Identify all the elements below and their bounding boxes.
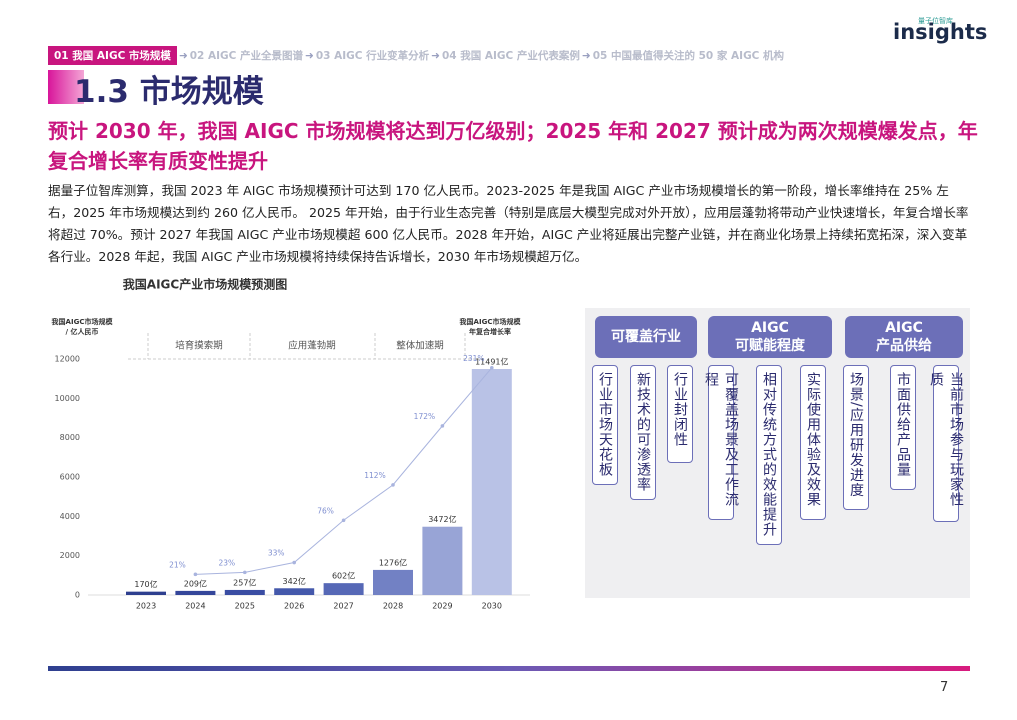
data-label: 257亿 — [233, 577, 256, 587]
growth-point — [391, 483, 395, 487]
factor-item: 新技术的可渗透率 — [630, 365, 656, 500]
bar — [224, 589, 265, 595]
y-tick-label: 12000 — [55, 355, 80, 364]
headline: 预计 2030 年，我国 AIGC 市场规模将达到万亿级别；2025 年和 20… — [48, 119, 978, 173]
bar — [471, 369, 512, 595]
x-tick-label: 2027 — [333, 602, 353, 611]
logo-caption: 量子位智库 — [918, 17, 953, 25]
factor-item: 实际使用体验及效果 — [800, 365, 826, 520]
nav-item: 04 我国 AIGC 产业代表案例 — [441, 50, 580, 62]
data-label: 3472亿 — [428, 514, 456, 524]
factor-item: 市面供给产品量 — [890, 365, 916, 490]
y-tick-label: 2000 — [60, 551, 80, 560]
logo: insights — [893, 20, 988, 44]
factor-item: 行业封闭性 — [667, 365, 693, 463]
data-label: 342亿 — [283, 576, 306, 586]
nav-item: 01 我国 AIGC 市场规模 — [48, 46, 177, 65]
body-text: 据量子位智库测算，我国 2023 年 AIGC 市场规模预计可达到 170 亿人… — [48, 183, 969, 264]
data-label: 11491亿 — [475, 357, 508, 367]
bar — [422, 526, 463, 595]
factor-panel: 可覆盖行业行业市场天花板 新技术的可渗透率 行业封闭性 AIGC 可赋能程度可覆盖场景及… — [585, 308, 970, 598]
growth-point — [243, 570, 247, 575]
data-label: 1276亿 — [379, 557, 407, 567]
chart-title: 我国AIGC产业市场规模预测图 — [123, 277, 287, 292]
bar — [175, 590, 216, 595]
x-tick-label: 2029 — [432, 602, 452, 611]
column-header: 可覆盖行业 — [595, 316, 697, 358]
column-header-line: 产品供给 — [876, 338, 932, 354]
x-tick-label: 2024 — [185, 602, 205, 611]
data-label: 170亿 — [134, 579, 157, 589]
y-tick-label: 8000 — [60, 433, 80, 442]
x-tick-label: 2028 — [383, 602, 403, 611]
factor-item: 相对传统方式的效能提升 — [756, 365, 782, 545]
column-header-line: AIGC — [885, 320, 923, 336]
x-tick-label: 2025 — [235, 602, 255, 611]
growth-point — [193, 572, 198, 577]
y-tick-label: 4000 — [60, 512, 80, 521]
growth-label: 21% — [169, 560, 186, 569]
breadcrumb: 01 我国 AIGC 市场规模 ➜ 02 AIGC 产业全景图谱 ➜ 03 AIGC 行… — [48, 46, 784, 65]
growth-label: 172% — [414, 412, 435, 421]
nav-arrow: ➜ — [581, 49, 591, 62]
data-label: 209亿 — [184, 578, 207, 588]
column-header-line: 可覆盖行业 — [611, 329, 681, 345]
y2-axis-label: 我国AIGC市场规模 — [460, 317, 522, 326]
nav-arrow: ➜ — [178, 49, 188, 62]
y-tick-label: 6000 — [60, 473, 80, 482]
column-header: AIGC 产品供给 — [845, 316, 963, 358]
x-tick-label: 2026 — [284, 602, 304, 611]
footer-bar — [48, 666, 970, 671]
title-accent — [48, 70, 84, 104]
phase-label: 整体加速期 — [396, 340, 444, 352]
bar — [373, 569, 413, 595]
data-label: 602亿 — [332, 571, 355, 581]
x-tick-label: 2030 — [482, 602, 502, 611]
y-axis-label: / 亿人民币 — [66, 327, 99, 336]
factor-item: 行业市场天花板 — [592, 365, 618, 485]
factor-item: 场景/应用研发进度 — [843, 365, 869, 510]
nav-item: 05 中国最值得关注的 50 家 AIGC 机构 — [592, 50, 785, 62]
growth-point — [490, 366, 494, 370]
growth-point — [341, 518, 346, 523]
factor-item: 当前市场参与玩家性质 — [928, 365, 964, 522]
y2-axis-label: 年复合增长率 — [469, 327, 511, 336]
growth-label: 231% — [463, 354, 484, 363]
page-number: 7 — [940, 680, 949, 695]
growth-label: 33% — [268, 549, 285, 558]
bar — [274, 588, 315, 595]
growth-point — [440, 424, 445, 428]
bar — [323, 583, 364, 595]
growth-label: 76% — [317, 506, 334, 515]
y-tick-label: 10000 — [55, 394, 80, 403]
column-header-line: AIGC — [751, 320, 789, 336]
phase-label: 应用蓬勃期 — [288, 340, 336, 352]
nav-item: 02 AIGC 产业全景图谱 — [189, 50, 304, 62]
nav-item: 03 AIGC 行业变革分析 — [315, 50, 430, 62]
phase-label: 培育摸索期 — [175, 340, 223, 352]
nav-arrow: ➜ — [305, 49, 314, 62]
growth-point — [292, 560, 296, 565]
growth-label: 112% — [364, 471, 385, 480]
column-header: AIGC 可赋能程度 — [708, 316, 832, 358]
nav-arrow: ➜ — [431, 49, 440, 62]
y-axis-label: 我国AIGC市场规模 — [52, 317, 114, 326]
bar — [126, 591, 166, 595]
column-header-line: 可赋能程度 — [735, 338, 805, 354]
factor-item: 可覆盖场景及工作流程 — [703, 365, 739, 520]
y-tick-label: 0 — [75, 591, 80, 600]
section-title: 1.3 市场规模 — [74, 74, 264, 110]
growth-label: 23% — [218, 558, 235, 567]
x-tick-label: 2023 — [136, 602, 156, 611]
